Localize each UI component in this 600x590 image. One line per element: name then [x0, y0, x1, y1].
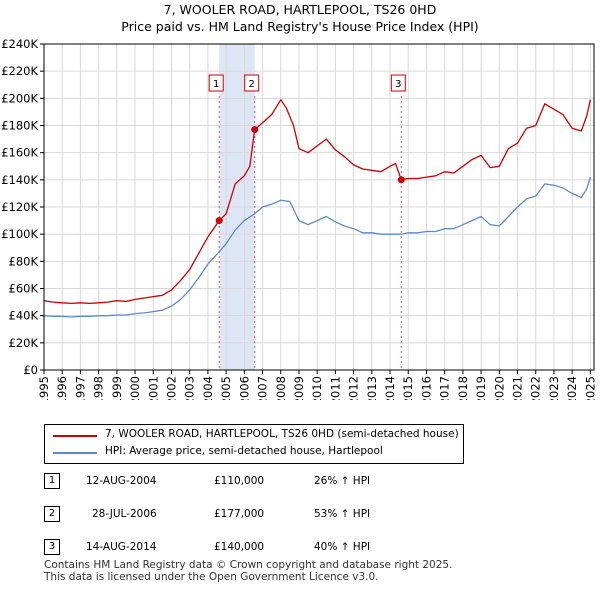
transaction-row: 2 28-JUL-2006 £177,000 53% ↑ HPI: [44, 506, 444, 524]
transaction-price: £140,000: [214, 541, 265, 553]
x-tick-label: 1999: [110, 376, 124, 400]
y-tick-label: £80K: [9, 254, 39, 268]
y-tick-label: £20K: [9, 336, 39, 350]
legend-swatch-property: [53, 435, 97, 437]
legend-label-hpi: HPI: Average price, semi-detached house,…: [105, 445, 383, 457]
legend: 7, WOOLER ROAD, HARTLEPOOL, TS26 0HD (se…: [44, 424, 464, 464]
x-tick-label: 2009: [292, 376, 306, 400]
x-tick-label: 2002: [164, 376, 178, 400]
price-chart: £0 £20K £40K £60K £80K £100K £120K £140K £160K £1…: [1, 37, 597, 400]
transaction-row: 3 14-AUG-2014 £140,000 40% ↑ HPI: [44, 539, 444, 557]
transaction-price: £177,000: [214, 508, 265, 520]
x-tick-label: 2025: [583, 376, 597, 400]
transaction-label-box: [390, 74, 406, 92]
x-tick-label: 2021: [511, 376, 525, 400]
transaction-point: [397, 176, 405, 184]
transaction-row: 1 12-AUG-2004 £110,000 26% ↑ HPI: [44, 473, 444, 491]
x-tick-label: 1998: [92, 376, 106, 400]
footer: Contains HM Land Registry data © Crown c…: [44, 559, 452, 583]
transaction-label: 3: [395, 79, 401, 90]
transaction-number: 1: [44, 473, 60, 489]
y-tick-label: £240K: [1, 37, 38, 51]
x-tick-label: 2023: [547, 376, 561, 400]
chart-subtitle: Price paid vs. HM Land Registry's House …: [121, 19, 479, 34]
x-tick-label: 2007: [256, 376, 270, 400]
chart-title: 7, WOOLER ROAD, HARTLEPOOL, TS26 0HD: [163, 2, 437, 17]
x-tick-label: 2015: [401, 376, 415, 400]
transaction-number: 3: [44, 539, 60, 555]
legend-label-property: 7, WOOLER ROAD, HARTLEPOOL, TS26 0HD (se…: [105, 428, 459, 440]
transaction-label: 1: [213, 79, 219, 90]
x-tick-label: 2004: [201, 376, 215, 400]
transaction-hpi: 26% ↑ HPI: [314, 475, 371, 487]
legend-swatch-hpi: [53, 452, 97, 454]
x-tick-label: 2020: [492, 376, 506, 400]
x-tick-label: 2013: [365, 376, 379, 400]
x-tick-label: 2003: [183, 376, 197, 400]
footer-licence: This data is licensed under the Open Gov…: [44, 571, 379, 583]
transaction-date: 28-JUL-2006: [92, 508, 157, 520]
x-tick-label: 2016: [419, 376, 433, 400]
y-tick-label: £220K: [1, 64, 38, 78]
y-tick-label: £160K: [1, 146, 38, 160]
transaction-label: 2: [249, 79, 255, 90]
transaction-date: 12-AUG-2004: [86, 475, 157, 487]
y-tick-label: £100K: [1, 227, 38, 241]
x-tick-label: 1996: [55, 376, 69, 400]
x-tick-label: 2000: [128, 376, 142, 400]
x-tick-label: 2008: [274, 376, 288, 400]
transaction-date: 14-AUG-2014: [86, 541, 157, 553]
x-tick-label: 2019: [474, 376, 488, 400]
x-tick-label: 2014: [383, 376, 397, 400]
footer-copyright: Contains HM Land Registry data © Crown c…: [44, 559, 453, 571]
x-tick-label: 2012: [347, 376, 361, 400]
transaction-hpi: 53% ↑ HPI: [314, 508, 371, 520]
property-price-line: [43, 99, 592, 305]
x-tick-label: 2001: [146, 376, 160, 400]
y-tick-label: £0: [23, 363, 38, 377]
y-tick-label: £200K: [1, 91, 38, 105]
x-tick-label: 2018: [456, 376, 470, 400]
transaction-price: £110,000: [214, 475, 265, 487]
transaction-hpi: 40% ↑ HPI: [314, 541, 371, 553]
x-tick-label: 2017: [438, 376, 452, 400]
hpi-line: [43, 176, 592, 318]
y-tick-label: £60K: [9, 282, 39, 296]
x-tick-label: 2011: [328, 376, 342, 400]
x-tick-label: 2010: [310, 376, 324, 400]
y-tick-label: £120K: [1, 200, 38, 214]
x-tick-label: 2024: [565, 376, 579, 400]
transaction-point: [215, 217, 223, 225]
x-tick-label: 1997: [73, 376, 87, 400]
y-tick-label: £40K: [9, 309, 39, 323]
x-tick-label: 2022: [529, 376, 543, 400]
x-tick-label: 2006: [237, 376, 251, 400]
x-tick-label: 1995: [37, 376, 51, 400]
transaction-label-box: [208, 74, 224, 92]
y-tick-label: £180K: [1, 119, 38, 133]
transaction-label-box: [244, 74, 260, 92]
x-tick-label: 2005: [219, 376, 233, 400]
plot-frame: [43, 43, 595, 371]
transaction-point: [251, 126, 259, 134]
y-tick-label: £140K: [1, 173, 38, 187]
transaction-number: 2: [44, 506, 60, 522]
